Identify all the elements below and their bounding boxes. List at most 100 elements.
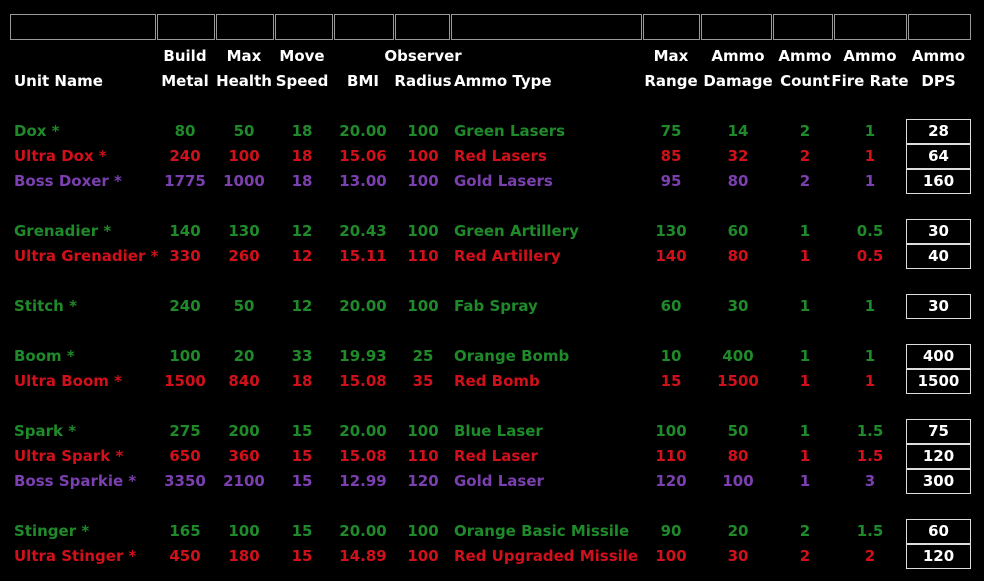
dps-value-box[interactable]: 64 xyxy=(906,144,971,169)
cell-ammo-damage: 60 xyxy=(727,222,749,240)
cell-unit-name: Boss Sparkie * xyxy=(14,472,137,490)
top-cell-bmi[interactable] xyxy=(334,14,394,40)
cell-max-range: 110 xyxy=(655,447,687,465)
cell-move-speed: 18 xyxy=(291,147,313,165)
dps-value-box[interactable]: 300 xyxy=(906,469,971,494)
cell-build-metal: 3350 xyxy=(164,472,206,490)
dps-value-box[interactable]: 75 xyxy=(906,419,971,444)
cell-ammo-count: 1 xyxy=(799,422,811,440)
cell-max-health: 200 xyxy=(228,422,260,440)
cell-ammo-damage: 80 xyxy=(727,247,749,265)
cell-max-health: 260 xyxy=(228,247,260,265)
top-cell-move-speed[interactable] xyxy=(275,14,333,40)
cell-ammo-fire-rate: 0.5 xyxy=(856,222,884,240)
cell-ammo-damage: 30 xyxy=(727,547,749,565)
cell-max-health: 130 xyxy=(228,222,260,240)
cell-unit-name: Ultra Dox * xyxy=(14,147,107,165)
header-ammo-count-line2: Count xyxy=(780,72,830,90)
cell-ammo-damage: 400 xyxy=(722,347,754,365)
header-max-range-line2: Range xyxy=(644,72,698,90)
cell-bmi: 19.93 xyxy=(339,347,387,365)
cell-build-metal: 100 xyxy=(169,347,201,365)
cell-unit-name: Spark * xyxy=(14,422,77,440)
top-cell-ammo-count[interactable] xyxy=(773,14,833,40)
header-move-speed-line1: Move xyxy=(279,47,325,65)
top-cell-observer-radius[interactable] xyxy=(395,14,450,40)
cell-max-range: 95 xyxy=(660,172,682,190)
cell-max-range: 100 xyxy=(655,422,687,440)
cell-max-health: 50 xyxy=(233,122,255,140)
cell-observer-radius: 35 xyxy=(412,372,434,390)
cell-ammo-type: Red Artillery xyxy=(454,247,561,265)
cell-bmi: 15.08 xyxy=(339,447,387,465)
dps-value-box[interactable]: 30 xyxy=(906,294,971,319)
top-cell-build-metal[interactable] xyxy=(157,14,215,40)
cell-build-metal: 275 xyxy=(169,422,201,440)
cell-ammo-fire-rate: 1.5 xyxy=(856,422,884,440)
dps-value-box[interactable]: 1500 xyxy=(906,369,971,394)
cell-ammo-damage: 20 xyxy=(727,522,749,540)
cell-build-metal: 240 xyxy=(169,297,201,315)
cell-max-range: 60 xyxy=(660,297,682,315)
cell-bmi: 20.43 xyxy=(339,222,387,240)
cell-max-range: 130 xyxy=(655,222,687,240)
cell-observer-radius: 100 xyxy=(407,297,439,315)
cell-ammo-type: Red Lasers xyxy=(454,147,547,165)
cell-max-health: 100 xyxy=(228,147,260,165)
cell-observer-radius: 100 xyxy=(407,422,439,440)
top-cell-max-range[interactable] xyxy=(643,14,700,40)
cell-bmi: 12.99 xyxy=(339,472,387,490)
cell-bmi: 15.06 xyxy=(339,147,387,165)
cell-unit-name: Ultra Spark * xyxy=(14,447,124,465)
cell-build-metal: 1500 xyxy=(164,372,206,390)
cell-ammo-fire-rate: 2 xyxy=(864,547,876,565)
top-cell-max-health[interactable] xyxy=(216,14,274,40)
cell-unit-name: Stinger * xyxy=(14,522,90,540)
cell-ammo-damage: 32 xyxy=(727,147,749,165)
header-ammo-damage-line1: Ammo xyxy=(711,47,765,65)
header-bmi: BMI xyxy=(347,72,379,90)
cell-ammo-type: Red Bomb xyxy=(454,372,540,390)
cell-observer-radius: 110 xyxy=(407,247,439,265)
cell-unit-name: Boom * xyxy=(14,347,75,365)
dps-value-box[interactable]: 120 xyxy=(906,544,971,569)
cell-ammo-count: 1 xyxy=(799,297,811,315)
cell-move-speed: 12 xyxy=(291,297,313,315)
top-cell-ammo-type[interactable] xyxy=(451,14,642,40)
cell-observer-radius: 110 xyxy=(407,447,439,465)
cell-max-range: 100 xyxy=(655,547,687,565)
cell-unit-name: Dox * xyxy=(14,122,60,140)
dps-value-box[interactable]: 28 xyxy=(906,119,971,144)
dps-value-box[interactable]: 120 xyxy=(906,444,971,469)
top-cell-ammo-damage[interactable] xyxy=(701,14,772,40)
header-ammo-damage-line2: Damage xyxy=(703,72,773,90)
top-cell-ammo-fire-rate[interactable] xyxy=(834,14,907,40)
top-cell-ammo-dps[interactable] xyxy=(908,14,971,40)
top-input-row xyxy=(10,14,971,42)
cell-ammo-type: Red Laser xyxy=(454,447,538,465)
cell-ammo-damage: 14 xyxy=(727,122,749,140)
cell-unit-name: Ultra Boom * xyxy=(14,372,122,390)
cell-max-health: 360 xyxy=(228,447,260,465)
cell-move-speed: 15 xyxy=(291,547,313,565)
dps-value-box[interactable]: 30 xyxy=(906,219,971,244)
dps-value-box[interactable]: 400 xyxy=(906,344,971,369)
cell-ammo-fire-rate: 0.5 xyxy=(856,247,884,265)
cell-ammo-type: Green Artillery xyxy=(454,222,579,240)
header-ammo-type: Ammo Type xyxy=(454,72,552,90)
dps-value-box[interactable]: 160 xyxy=(906,169,971,194)
cell-max-health: 50 xyxy=(233,297,255,315)
cell-build-metal: 140 xyxy=(169,222,201,240)
cell-ammo-count: 2 xyxy=(799,547,811,565)
cell-ammo-fire-rate: 1 xyxy=(864,297,876,315)
dps-value-box[interactable]: 40 xyxy=(906,244,971,269)
header-max-health-line2: Health xyxy=(216,72,272,90)
cell-build-metal: 330 xyxy=(169,247,201,265)
top-cell-unit-name[interactable] xyxy=(10,14,156,40)
header-ammo-dps-line1: Ammo xyxy=(911,47,966,65)
dps-value-box[interactable]: 60 xyxy=(906,519,971,544)
cell-max-range: 75 xyxy=(660,122,682,140)
cell-ammo-count: 1 xyxy=(799,222,811,240)
cell-build-metal: 80 xyxy=(174,122,196,140)
header-ammo-fire-rate-line2: Fire Rate xyxy=(831,72,909,90)
